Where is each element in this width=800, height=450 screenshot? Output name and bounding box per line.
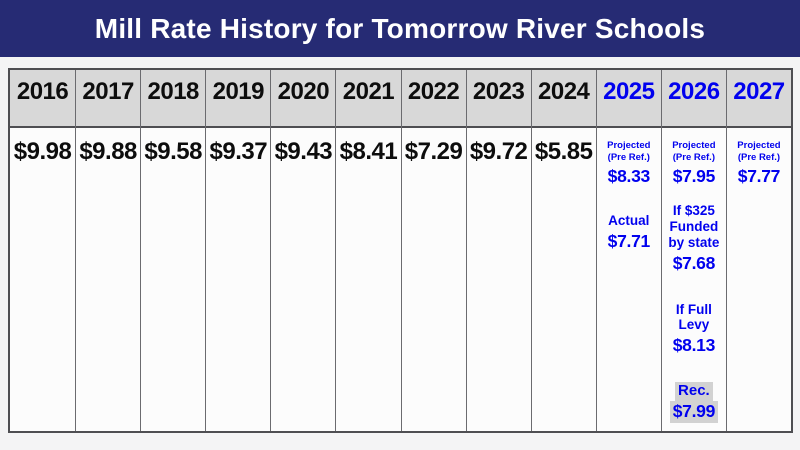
projected-value: $7.95 [672, 165, 716, 186]
projected-group: Projected (Pre Ref.) $7.95 [662, 140, 726, 187]
year-column-2016: 2016 $9.98 [10, 70, 76, 431]
pre-ref-label: (Pre Ref.) [672, 151, 715, 163]
year-column-2024: 2024 $5.85 [530, 70, 596, 431]
projected-value: $7.77 [737, 165, 781, 186]
actual-group: Actual $7.71 [597, 213, 661, 252]
full-levy-label: If Full Levy [675, 301, 712, 333]
year-column-2021: 2021 $8.41 [335, 70, 401, 431]
year-header: 2024 [531, 70, 596, 128]
year-column-2018: 2018 $9.58 [140, 70, 206, 431]
mill-rate-cell: $9.72 [466, 128, 531, 431]
mill-rate-value: $5.85 [534, 138, 593, 165]
actual-label: Actual [608, 212, 650, 228]
mill-rate-cell: $9.88 [76, 128, 141, 431]
title-banner: Mill Rate History for Tomorrow River Sch… [0, 0, 800, 57]
mill-rate-cell: $8.41 [336, 128, 401, 431]
mill-rate-cell: $5.85 [531, 128, 596, 431]
year-header: 2025 [596, 70, 661, 128]
year-column-2026: 2026 Projected (Pre Ref.) $7.95 If $325 … [660, 70, 726, 431]
pre-ref-label: (Pre Ref.) [737, 151, 781, 163]
year-header: 2027 [726, 70, 791, 128]
page-title: Mill Rate History for Tomorrow River Sch… [94, 12, 706, 44]
year-column-2022: 2022 $7.29 [400, 70, 466, 431]
state-funded-group: If $325 Funded by state $7.68 [662, 203, 726, 274]
year-column-2019: 2019 $9.37 [205, 70, 271, 431]
mill-rate-cell: $9.98 [10, 128, 76, 431]
year-header: 2022 [401, 70, 466, 128]
mill-rate-cell: $9.43 [271, 128, 336, 431]
recommended-value-text: $7.99 [669, 401, 719, 423]
projection-cell-2027: Projected (Pre Ref.) $7.77 [726, 128, 791, 431]
projected-value: $8.33 [607, 165, 651, 186]
mill-rate-value: $9.98 [13, 138, 72, 165]
mill-rate-value: $9.72 [469, 138, 528, 165]
year-header: 2026 [661, 70, 726, 128]
projected-label: Projected [737, 140, 781, 151]
year-header: 2019 [206, 70, 271, 128]
mill-rate-cell: $9.37 [206, 128, 271, 431]
year-column-2020: 2020 $9.43 [270, 70, 336, 431]
year-column-2027: 2027 Projected (Pre Ref.) $7.77 [725, 70, 791, 431]
year-column-2023: 2023 $9.72 [465, 70, 531, 431]
projected-group: Projected (Pre Ref.) $7.77 [727, 140, 791, 187]
year-header: 2016 [10, 70, 76, 128]
projected-label: Projected [672, 140, 716, 151]
state-funded-value: $7.68 [672, 252, 716, 273]
mill-rate-cell: $7.29 [401, 128, 466, 431]
year-header: 2020 [271, 70, 336, 128]
year-column-2017: 2017 $9.88 [75, 70, 141, 431]
year-column-2025: 2025 Projected (Pre Ref.) $8.33 Actual $… [595, 70, 661, 431]
recommended-group: Rec. $7.99 [662, 382, 726, 423]
projection-cell-2026: Projected (Pre Ref.) $7.95 If $325 Funde… [661, 128, 726, 431]
projected-label: Projected [607, 140, 651, 151]
year-header: 2018 [141, 70, 206, 128]
mill-rate-value: $9.58 [144, 138, 202, 165]
full-levy-value: $8.13 [672, 335, 716, 356]
year-header: 2017 [76, 70, 141, 128]
recommended-label-text: Rec. [675, 382, 713, 402]
mill-rate-value: $9.37 [209, 138, 268, 165]
year-header: 2021 [336, 70, 401, 128]
projected-group: Projected (Pre Ref.) $8.33 [597, 140, 661, 187]
projection-cell-2025: Projected (Pre Ref.) $8.33 Actual $7.71 [596, 128, 661, 431]
recommended-value: $7.99 [662, 401, 726, 423]
mill-rate-value: $7.29 [404, 138, 463, 165]
mill-rate-cell: $9.58 [141, 128, 206, 431]
full-levy-group: If Full Levy $8.13 [662, 302, 726, 357]
actual-value: $7.71 [607, 230, 651, 251]
mill-rate-value: $9.43 [274, 138, 333, 165]
mill-rate-value: $8.41 [339, 138, 398, 165]
state-funded-label: If $325 Funded by state [668, 202, 720, 250]
year-header: 2023 [466, 70, 531, 128]
mill-rate-value: $9.88 [79, 138, 137, 165]
mill-rate-table: 2016 $9.98 2017 $9.88 2018 $9.58 2019 $9… [8, 68, 793, 433]
pre-ref-label: (Pre Ref.) [607, 151, 650, 163]
recommended-label: Rec. [662, 382, 726, 402]
